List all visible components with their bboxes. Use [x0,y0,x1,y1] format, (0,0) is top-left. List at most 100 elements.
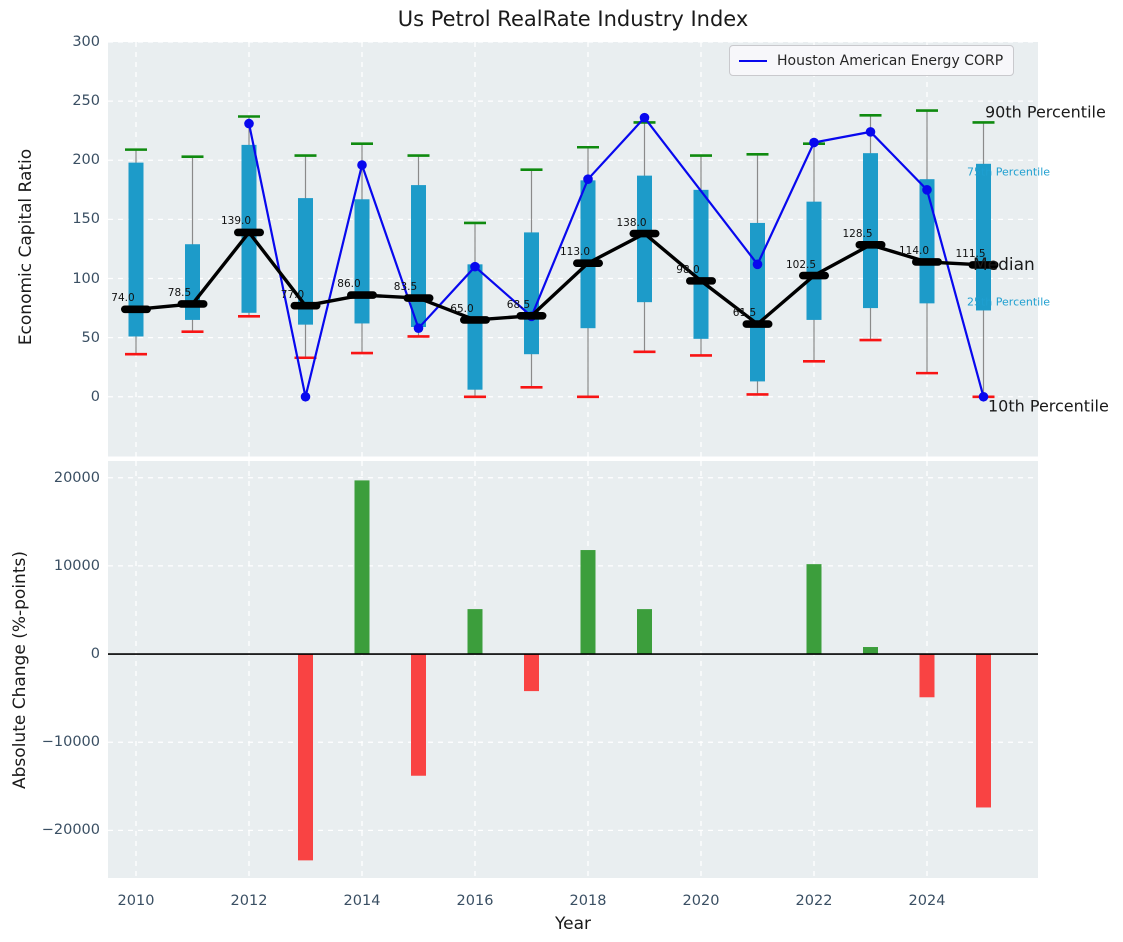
change-bar [411,654,426,776]
median-value-label: 102.5 [785,258,817,271]
median-value-label: 83.5 [393,281,418,294]
iqr-box [919,179,935,304]
median-marker [629,229,660,238]
median-marker [742,320,773,328]
median-marker [347,291,377,299]
median-value-label: 61.5 [732,307,757,320]
company-point [583,174,593,184]
top-y-tick-label: 300 [72,34,100,50]
change-bar [298,654,313,861]
top-y-tick-label: 150 [72,211,100,228]
iqr-box [637,175,652,303]
legend: Houston American Energy CORP [729,45,1015,76]
median-value-label: 77.0 [280,288,305,301]
median-marker [516,311,547,320]
x-tick-label: 2012 [230,893,268,909]
median-marker [573,259,603,267]
median-marker [912,258,942,266]
bottom-y-tick-label: −20000 [41,822,100,839]
iqr-box [411,185,426,328]
change-bar [467,609,483,655]
iqr-box [128,162,144,337]
company-point [244,118,254,129]
iqr-box [185,244,200,320]
x-tick-label: 2018 [569,893,607,909]
bottom-y-tick-label: 10000 [53,557,100,574]
company-point [752,259,763,270]
median-marker [799,271,829,280]
annotation-10th-percentile: 10th Percentile [988,396,1109,416]
change-bar [524,654,539,692]
median-marker [177,300,208,308]
x-tick-label: 2022 [795,893,833,909]
annotation-25th-percentile: 25th Percentile [967,295,1051,309]
annotation-90th-percentile: 90th Percentile [985,102,1106,122]
change-bar [863,647,878,655]
bottom-plot-area [108,461,1038,878]
company-point [470,261,480,272]
median-marker [121,305,151,314]
iqr-box [750,222,765,382]
change-bar [976,654,991,808]
median-value-label: 65.0 [450,302,474,315]
x-tick-label: 2020 [682,893,720,909]
top-y-axis-label: Economic Capital Ratio [16,148,36,346]
change-bar [637,609,652,655]
x-axis-label: Year [555,914,591,934]
iqr-box [806,201,822,320]
x-tick-label: 2010 [117,893,155,909]
company-point [922,185,932,195]
top-y-tick-label: 200 [72,152,100,169]
change-bar [806,564,822,655]
company-point [413,323,424,333]
bottom-y-tick-label: 0 [90,646,100,663]
company-point [300,391,311,402]
change-bar [354,480,370,655]
median-value-label: 113.0 [559,246,591,259]
bottom-y-axis-label: Absolute Change (%-points) [10,551,30,789]
median-line [135,229,984,327]
median-value-label: 78.5 [167,286,192,299]
iqr-box [580,180,596,329]
annotation-75th-percentile: 75th Percentile [967,165,1051,179]
median-value-label: 139.0 [220,215,252,228]
top-y-tick-label: 50 [81,329,100,346]
median-marker [686,277,716,285]
median-value-label: 86.0 [337,278,361,291]
top-y-tick-label: 0 [90,388,100,405]
median-value-label: 74.0 [111,292,135,305]
median-value-label: 138.0 [616,216,647,229]
x-tick-label: 2024 [908,893,946,909]
company-point [639,112,650,123]
median-marker [855,241,886,249]
iqr-box [354,199,370,324]
bottom-y-tick-label: 20000 [53,469,100,486]
median-marker [403,294,434,302]
median-marker [968,261,999,269]
company-point [978,391,989,402]
change-bar [580,550,596,655]
chart-title: Us Petrol RealRate Industry Index [397,7,749,31]
company-point [865,127,876,137]
median-marker [290,301,321,310]
median-marker [234,228,264,237]
company-point [809,137,819,148]
iqr-box [467,264,483,390]
legend-line-swatch [739,59,767,62]
median-value-label: 111.5 [955,247,986,260]
bottom-y-tick-label: −10000 [41,734,100,751]
iqr-box [298,198,313,325]
median-value-label: 98.0 [676,263,700,276]
iqr-box [976,163,991,311]
top-y-tick-label: 100 [72,270,100,287]
median-value-label: 114.0 [898,244,930,257]
x-tick-label: 2014 [343,893,381,909]
iqr-box [693,189,709,339]
legend-series-label: Houston American Energy CORP [777,52,1004,69]
iqr-box [524,232,539,355]
median-value-label: 68.5 [506,298,531,311]
median-marker [460,316,490,324]
median-value-label: 128.5 [842,227,873,240]
